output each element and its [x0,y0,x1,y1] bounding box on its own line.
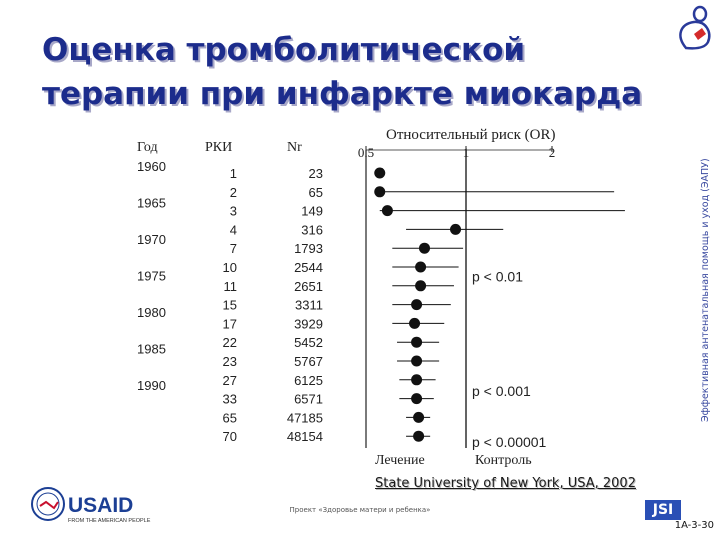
year-label: 1980 [137,305,166,320]
n-cell: 2651 [294,279,323,294]
year-label: 1985 [137,342,166,357]
rki-cell: 4 [230,222,237,237]
rki-header: РКИ [205,140,232,155]
slide-number: 1A-3-30 [674,520,714,531]
rki-cell: 15 [223,298,237,313]
title-line-1: Оценка тромболитической [42,32,526,68]
n-cell: 316 [301,222,323,237]
rki-cell: 1 [230,166,237,181]
or-point [413,430,425,442]
year-header: Год [137,140,158,155]
rki-cell: 22 [223,335,237,350]
or-point [409,317,421,329]
n-cell: 65 [309,185,323,200]
rki-cell: 10 [223,260,237,275]
year-label: 1990 [137,378,166,393]
rki-cell: 17 [223,316,237,331]
or-point [411,336,423,348]
n-cell: 1793 [294,241,323,256]
or-point [411,299,423,311]
n-header: Nr [287,140,302,155]
title-line-2: терапии при инфаркте миокарда [42,76,643,112]
year-label: 1970 [137,232,166,247]
rki-cell: 27 [223,373,237,388]
or-point [411,374,423,386]
year-label: 1975 [137,269,166,284]
rki-cell: 70 [223,429,237,444]
n-cell: 3929 [294,316,323,331]
n-cell: 3311 [295,298,323,313]
usaid-seal-icon [31,487,65,521]
or-point [418,242,430,254]
usaid-tagline: FROM THE AMERICAN PEOPLE [68,518,151,524]
slide-title: Оценка тромболитической терапии при инфа… [42,28,682,116]
or-point [450,223,462,235]
n-cell: 47185 [287,410,323,425]
or-point [411,393,423,405]
bottom-label-left: Лечение [375,453,425,468]
source-caption: State University of New York, USA, 2002 [375,476,636,491]
bottom-label-right: Контроль [475,453,532,468]
rki-cell: 2 [230,185,237,200]
n-cell: 2544 [294,260,323,275]
rki-cell: 65 [223,410,237,425]
rki-cell: 11 [224,279,238,294]
p-value-annotation: p < 0.00001 [472,434,547,450]
x-tick-label: 0.5 [358,145,374,160]
or-point [415,261,427,273]
axis-title: Относительный риск (OR) [386,127,555,143]
n-cell: 149 [301,204,323,219]
n-cell: 5452 [294,335,323,350]
usaid-logo: USAID FROM THE AMERICAN PEOPLE [31,487,151,524]
rki-cell: 23 [223,354,237,369]
mother-child-logo-icon [679,5,711,50]
p-value-annotation: p < 0.01 [472,268,523,284]
n-cell: 23 [309,166,323,181]
or-point [374,186,386,198]
p-value-annotation: p < 0.001 [472,383,531,399]
project-caption: Проект «Здоровье матери и ребенка» [289,506,431,514]
year-label: 1965 [137,196,166,211]
rki-cell: 3 [230,204,237,219]
or-point [411,355,423,367]
year-label: 1960 [137,159,166,174]
rki-cell: 33 [223,392,237,407]
or-point [415,280,427,292]
n-cell: 5767 [294,354,323,369]
or-point [381,205,393,217]
n-cell: 48154 [287,429,323,444]
x-tick-label: 2 [549,145,556,160]
rki-cell: 7 [230,241,237,256]
usaid-wordmark: USAID [68,494,133,517]
jsi-logo: JSI [645,500,681,520]
n-cell: 6571 [294,392,323,407]
or-point [374,167,386,179]
or-point [413,411,425,423]
n-cell: 6125 [294,373,323,388]
x-tick-label: 1 [463,145,470,160]
